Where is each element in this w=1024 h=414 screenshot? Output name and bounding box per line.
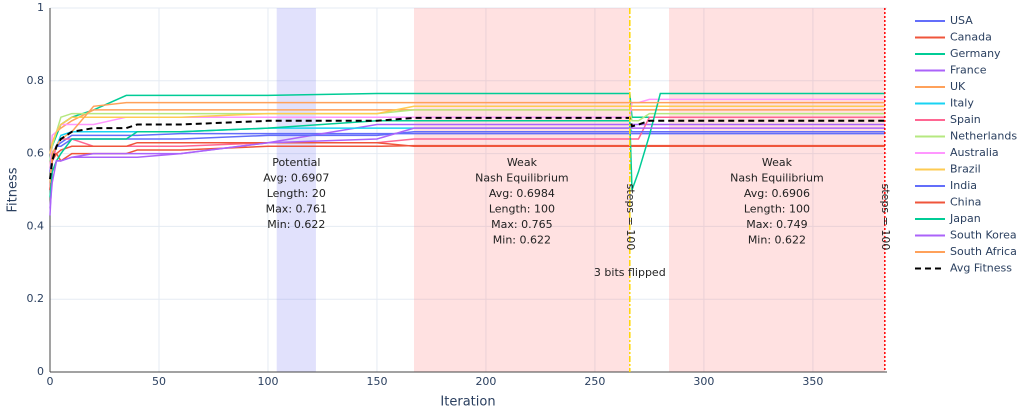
series-line [49, 116, 885, 180]
annotation-layer: Potential Avg: 0.6907 Length: 20 Max: 0.761… [263, 8, 892, 372]
legend-label: China [950, 196, 981, 209]
x-tick-label: 200 [475, 375, 496, 388]
region-annotation: Max: 0.761 [266, 203, 327, 216]
legend-label: Italy [950, 97, 974, 110]
region-annotation: Weak [507, 156, 538, 169]
legend-label: Brazil [950, 163, 981, 176]
region-annotation: Min: 0.622 [267, 218, 325, 231]
region-annotation: Max: 0.749 [746, 218, 807, 231]
region [414, 8, 630, 372]
series-line [49, 131, 885, 172]
y-axis-label: Fitness [6, 167, 21, 212]
x-tick-label: 150 [366, 375, 387, 388]
region-annotation: Avg: 0.6984 [489, 187, 555, 200]
region-annotation: Avg: 0.6906 [744, 187, 810, 200]
background-layer [49, 7, 887, 373]
y-tick-label: 1 [37, 1, 44, 14]
legend-label: Germany [950, 47, 1001, 60]
x-tick-label: 100 [257, 375, 278, 388]
legend-label: India [950, 179, 977, 192]
vertical-line-note: 3 bits flipped [594, 266, 666, 279]
legend-label: South Africa [950, 245, 1017, 258]
region [276, 8, 316, 372]
series-line [49, 105, 885, 154]
legend-label: South Korea [950, 229, 1017, 242]
legend-label: UK [950, 80, 966, 93]
x-tick-label: 0 [47, 375, 54, 388]
legend-label: Spain [950, 113, 981, 126]
y-tick-label: 0 [37, 365, 44, 378]
x-axis-label: Iteration [440, 395, 495, 410]
region-annotation: Min: 0.622 [493, 234, 551, 247]
legend-label: Avg Fitness [950, 262, 1012, 275]
region-annotation: Nash Equilibrium [475, 172, 569, 185]
y-tick-label: 0.2 [27, 292, 45, 305]
vertical-line-label: steps = 100 [879, 184, 892, 251]
legend-label: Australia [950, 146, 999, 159]
region [669, 8, 885, 372]
x-tick-label: 250 [584, 375, 605, 388]
series-line [49, 92, 885, 198]
series-line [49, 109, 885, 169]
y-tick-label: 0.8 [27, 74, 45, 87]
region-annotation: Avg: 0.6907 [263, 172, 329, 185]
region-annotation: Max: 0.765 [491, 218, 552, 231]
region-annotation: Min: 0.622 [748, 234, 806, 247]
vertical-line-label: steps = 100 [624, 184, 637, 251]
legend-label: Canada [950, 31, 992, 44]
region-annotation: Length: 100 [744, 203, 810, 216]
y-tick-label: 0.4 [27, 219, 45, 232]
y-tick-label: 0.6 [27, 147, 45, 160]
legend-label: France [950, 64, 987, 77]
region-annotation: Length: 20 [267, 187, 326, 200]
region-annotation: Length: 100 [489, 203, 555, 216]
region-annotation: Weak [762, 156, 793, 169]
series-line [49, 127, 885, 209]
x-tick-label: 300 [693, 375, 714, 388]
legend-label: USA [950, 14, 973, 27]
x-tick-label: 50 [152, 375, 166, 388]
legend-label: Japan [949, 212, 981, 225]
x-tick-label: 350 [802, 375, 823, 388]
legend-label: Netherlands [950, 130, 1017, 143]
series-layer [49, 92, 885, 216]
region-annotation: Nash Equilibrium [730, 172, 824, 185]
region-annotation: Potential [272, 156, 320, 169]
